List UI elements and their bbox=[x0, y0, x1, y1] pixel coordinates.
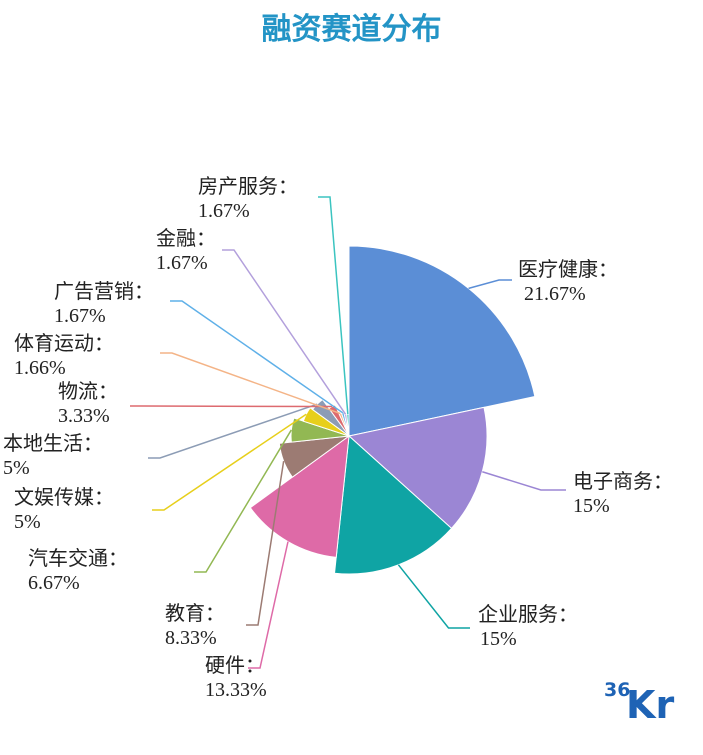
leader-line-12 bbox=[318, 196, 349, 415]
leader-line-7 bbox=[148, 403, 318, 459]
slice-label-value: 1.66% bbox=[14, 357, 66, 379]
slice-label-value: 5% bbox=[3, 457, 30, 479]
slice-label-value: 3.33% bbox=[58, 405, 110, 427]
leader-line-4 bbox=[246, 460, 285, 626]
leader-line-9 bbox=[160, 352, 341, 415]
leader-line-10 bbox=[170, 300, 344, 414]
chart-title: 融资赛道分布 bbox=[261, 12, 442, 47]
slice-label-name: 企业服务： bbox=[478, 603, 578, 626]
slice-label-name: 房产服务： bbox=[198, 175, 298, 198]
slice-labels: 医疗健康：21.67%电子商务：15%企业服务：15%硬件：13.33%教育：8… bbox=[3, 175, 673, 701]
leader-lines bbox=[130, 196, 566, 669]
leader-line-6 bbox=[152, 413, 307, 511]
slice-label-name: 电子商务： bbox=[573, 470, 673, 493]
leader-line-1 bbox=[482, 471, 566, 491]
slice-label-value: 1.67% bbox=[54, 305, 106, 327]
slice-label-name: 广告营销： bbox=[54, 280, 154, 303]
logo-36-text: 36 bbox=[604, 679, 630, 701]
slice-label-value: 6.67% bbox=[28, 572, 80, 594]
slice-label-value: 13.33% bbox=[205, 679, 267, 701]
slice-label-name: 文娱传媒： bbox=[14, 486, 114, 509]
leader-line-8 bbox=[130, 405, 332, 408]
leader-line-5 bbox=[194, 429, 292, 573]
slice-label-value: 1.67% bbox=[198, 200, 250, 222]
slice-label-name: 本地生活： bbox=[3, 432, 103, 455]
slice-label-value: 8.33% bbox=[165, 627, 217, 649]
leader-line-3 bbox=[248, 541, 289, 669]
36kr-logo: 36 Kr bbox=[604, 674, 684, 727]
pie-slice-0 bbox=[348, 245, 536, 437]
slice-label-name: 教育： bbox=[165, 602, 225, 625]
slice-label-name: 体育运动： bbox=[14, 332, 114, 355]
slice-label-name: 汽车交通： bbox=[28, 547, 128, 570]
slice-label-value: 15% bbox=[480, 628, 517, 650]
slice-label-name: 金融： bbox=[156, 227, 216, 250]
slice-label-value: 21.67% bbox=[524, 283, 586, 305]
slice-label-value: 5% bbox=[14, 511, 41, 533]
slice-label-value: 15% bbox=[573, 495, 610, 517]
slice-label-name: 物流： bbox=[58, 380, 118, 403]
slice-label-value: 1.67% bbox=[156, 252, 208, 274]
slice-label-name: 硬件： bbox=[205, 654, 265, 677]
leader-line-0 bbox=[468, 279, 512, 290]
pie-slice-12 bbox=[346, 413, 350, 437]
leader-line-2 bbox=[397, 564, 470, 629]
leader-line-11 bbox=[222, 249, 347, 415]
slice-label-name: 医疗健康： bbox=[518, 258, 618, 281]
pie-slices bbox=[249, 245, 536, 575]
logo-kr-text: Kr bbox=[626, 683, 674, 720]
